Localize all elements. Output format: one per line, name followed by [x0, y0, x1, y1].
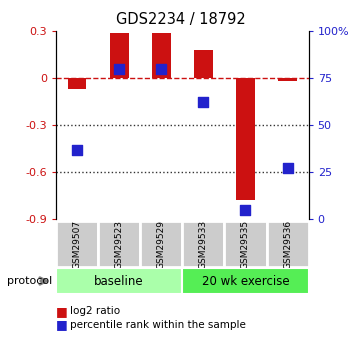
- Bar: [182, 268, 309, 294]
- Text: GSM29533: GSM29533: [199, 219, 208, 269]
- Bar: [98, 221, 140, 267]
- Bar: [266, 221, 309, 267]
- Bar: [152, 33, 171, 78]
- Text: ■: ■: [56, 305, 68, 318]
- Text: GSM29523: GSM29523: [115, 219, 123, 269]
- Point: [116, 66, 122, 71]
- Bar: [68, 78, 87, 89]
- Text: protocol: protocol: [7, 276, 52, 286]
- Bar: [56, 268, 182, 294]
- Text: GSM29536: GSM29536: [283, 219, 292, 269]
- Point: [285, 166, 291, 171]
- Bar: [140, 221, 182, 267]
- Text: ■: ■: [56, 318, 68, 332]
- Text: log2 ratio: log2 ratio: [70, 306, 121, 316]
- Bar: [182, 221, 225, 267]
- Text: percentile rank within the sample: percentile rank within the sample: [70, 320, 246, 330]
- Text: GDS2234 / 18792: GDS2234 / 18792: [116, 12, 245, 27]
- Text: GSM29535: GSM29535: [241, 219, 250, 269]
- Text: baseline: baseline: [94, 275, 144, 287]
- Text: GSM29529: GSM29529: [157, 219, 166, 269]
- Text: 20 wk exercise: 20 wk exercise: [202, 275, 289, 287]
- Text: GSM29507: GSM29507: [73, 219, 82, 269]
- Bar: [56, 221, 98, 267]
- Bar: [110, 33, 129, 78]
- Point: [243, 207, 248, 213]
- Bar: [225, 221, 266, 267]
- Bar: [278, 78, 297, 81]
- Point: [200, 100, 206, 105]
- Bar: [236, 78, 255, 200]
- Point: [158, 66, 164, 71]
- Point: [74, 147, 80, 152]
- Bar: [194, 50, 213, 78]
